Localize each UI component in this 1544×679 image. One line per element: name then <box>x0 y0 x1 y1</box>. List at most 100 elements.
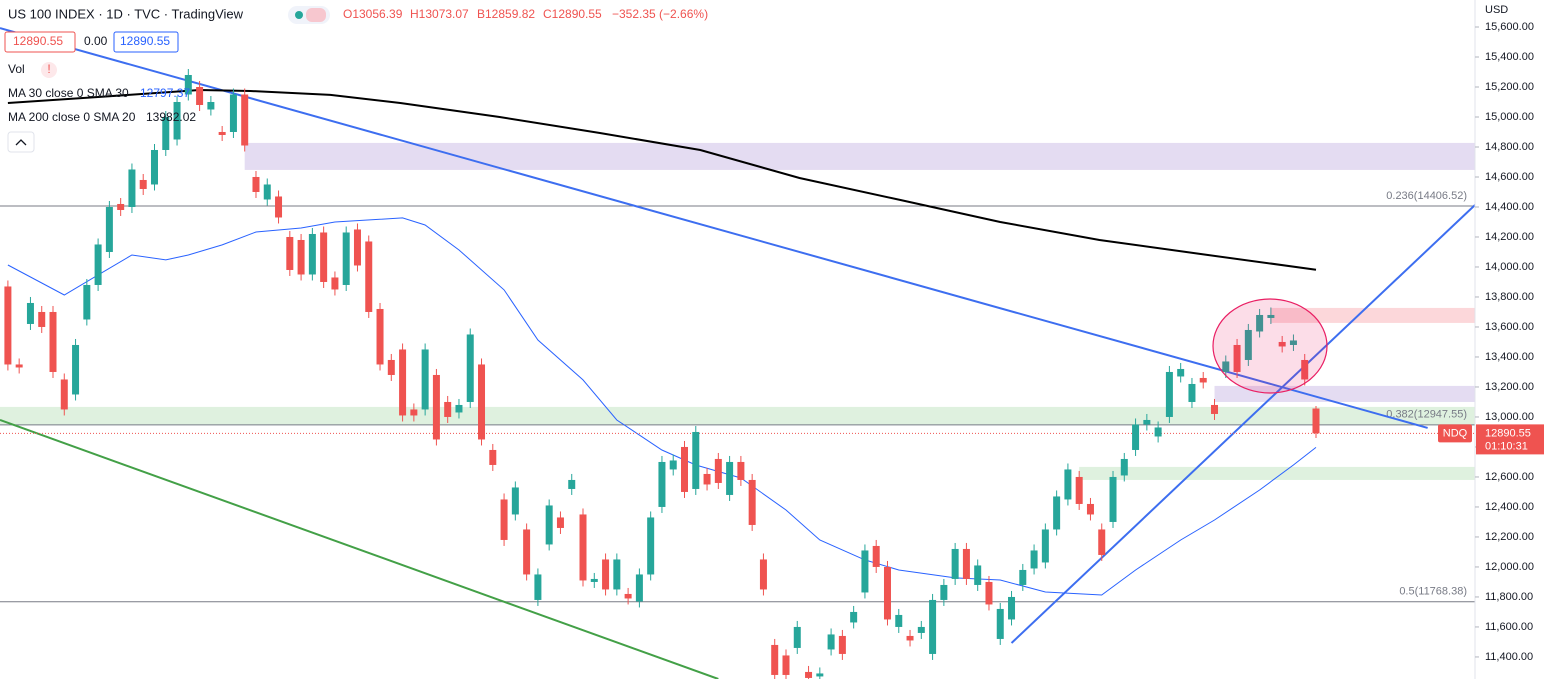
candle <box>1244 323 1252 366</box>
candle-body <box>432 374 440 440</box>
candle-body <box>737 461 745 480</box>
candle-body <box>1188 383 1196 402</box>
candle <box>1222 355 1230 378</box>
zone <box>1270 307 1475 323</box>
candle-body <box>308 233 316 275</box>
fib-label: 0.5(11768.38) <box>1399 586 1467 598</box>
y-tick-label: 12,000.00 <box>1485 561 1534 573</box>
collapse-button[interactable] <box>7 131 35 153</box>
candle-body <box>1301 359 1309 380</box>
candle-body <box>331 277 339 290</box>
y-tick-label: 11,800.00 <box>1485 591 1533 603</box>
candle <box>1256 308 1264 338</box>
candle <box>647 511 655 581</box>
candle <box>545 499 553 551</box>
vol-warning[interactable] <box>41 62 57 78</box>
candle-body <box>906 635 914 641</box>
candle <box>1165 365 1173 423</box>
candle <box>128 163 136 213</box>
moving-average <box>7 217 1317 596</box>
last-price-tag <box>1476 424 1544 455</box>
candle-body <box>883 566 891 620</box>
toggle-dot <box>295 11 303 19</box>
candle-body <box>1064 469 1072 500</box>
candle <box>590 572 598 588</box>
candle-body <box>1222 361 1230 372</box>
candle-body <box>680 446 688 492</box>
candle <box>805 665 813 679</box>
candle <box>872 539 880 573</box>
buy-price: 12890.55 <box>120 34 170 48</box>
candle-body <box>1132 424 1140 450</box>
candle-body <box>117 203 125 210</box>
candle <box>38 305 46 333</box>
candle <box>669 454 677 476</box>
candle-body <box>455 404 463 413</box>
toggle-wave <box>306 8 326 22</box>
candle <box>726 455 734 501</box>
candle-body <box>4 286 12 365</box>
candle-body <box>184 74 192 95</box>
candle-body <box>647 517 655 575</box>
candle <box>478 358 486 446</box>
sell-price: 12890.55 <box>13 34 63 48</box>
candle <box>353 223 361 272</box>
candle <box>365 235 373 318</box>
candle-body <box>1278 341 1286 347</box>
highlight-circle <box>1212 298 1328 394</box>
symbol-tag <box>1438 424 1472 443</box>
y-tick-label: 15,000.00 <box>1485 111 1534 123</box>
candle-body <box>1267 314 1275 318</box>
currency[interactable]: USD <box>1485 4 1508 16</box>
candle-body <box>511 487 519 515</box>
y-tick-label: 15,400.00 <box>1485 51 1534 63</box>
candle-body <box>1165 371 1173 417</box>
candle-body <box>342 232 350 285</box>
candle-body <box>105 206 113 252</box>
candle <box>962 542 970 585</box>
candle <box>1143 413 1151 431</box>
candle-body <box>1256 314 1264 332</box>
candle-body <box>218 131 226 135</box>
y-tick-label: 11,400.00 <box>1485 651 1533 663</box>
candle <box>1098 523 1106 561</box>
candle-body <box>489 449 497 465</box>
candle <box>1109 470 1117 528</box>
trendline <box>0 27 1428 429</box>
sell-box[interactable] <box>4 31 76 53</box>
candle <box>985 575 993 611</box>
candle <box>241 88 249 152</box>
candle-body <box>669 460 677 470</box>
candle <box>173 95 181 146</box>
trendline <box>1010 204 1476 644</box>
legend: US 100 INDEX · 1D · TVC · TradingView O1… <box>4 6 708 153</box>
candle-body <box>38 311 46 327</box>
candle-body <box>613 559 621 590</box>
candle-body <box>624 593 632 599</box>
candle-body <box>523 529 531 575</box>
candle <box>782 649 790 679</box>
y-tick-label: 13,800.00 <box>1485 291 1534 303</box>
buy-box[interactable] <box>113 31 179 53</box>
candle <box>827 628 835 656</box>
candle-body <box>196 86 204 105</box>
zone <box>1079 466 1475 480</box>
trendline <box>0 419 719 679</box>
y-tick-label: 15,200.00 <box>1485 81 1534 93</box>
symbol-title: US 100 INDEX · 1D · TVC · TradingView <box>8 6 244 21</box>
candle <box>1188 377 1196 408</box>
candle <box>331 271 339 296</box>
candle <box>523 523 531 581</box>
y-tick-label: 13,400.00 <box>1485 351 1534 363</box>
candle-body <box>297 239 305 275</box>
candle-body <box>1041 529 1049 563</box>
y-tick-label: 13,600.00 <box>1485 321 1534 333</box>
candle-body <box>173 101 181 140</box>
candle <box>342 226 350 291</box>
candle <box>838 629 846 660</box>
fib-label: 0.236(14406.52) <box>1386 190 1467 202</box>
candle <box>714 452 722 489</box>
candle-body <box>60 379 68 410</box>
candle-body <box>759 559 767 590</box>
candle-body <box>478 364 486 440</box>
